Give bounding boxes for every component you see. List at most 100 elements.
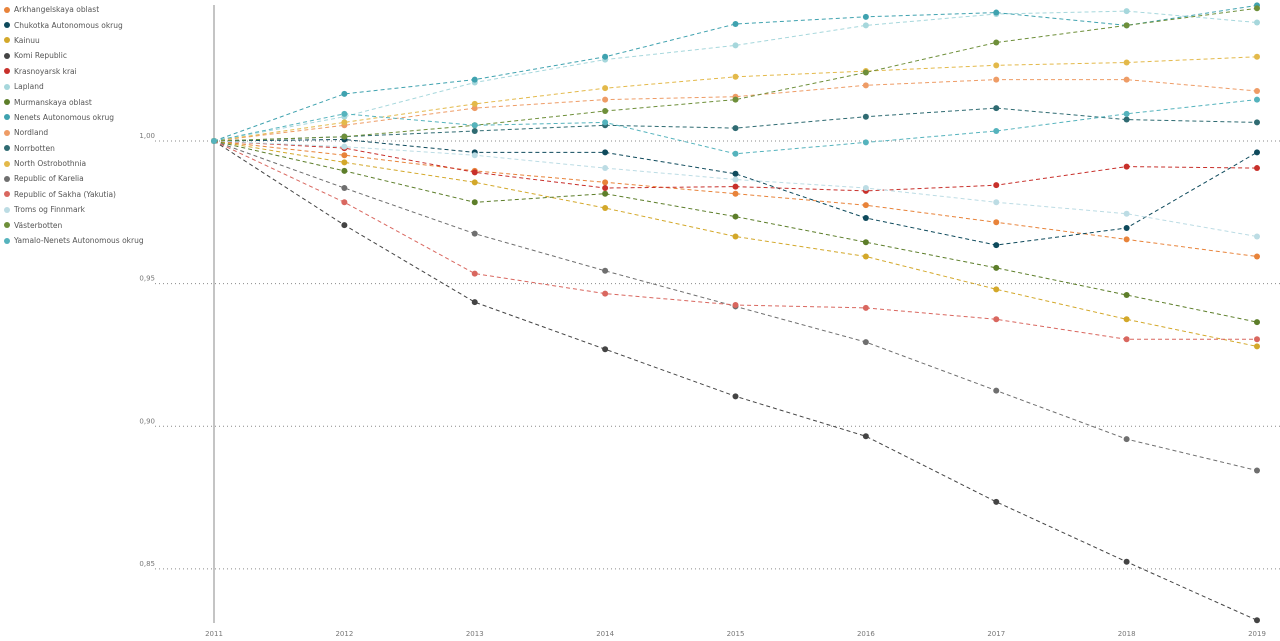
legend-item[interactable]: Nenets Autonomous okrug — [4, 110, 144, 125]
data-point[interactable] — [993, 105, 1000, 112]
data-point[interactable] — [862, 339, 869, 346]
data-point[interactable] — [993, 182, 1000, 189]
data-point[interactable] — [471, 230, 478, 237]
data-point[interactable] — [862, 185, 869, 192]
data-point[interactable] — [862, 82, 869, 89]
data-point[interactable] — [1123, 76, 1130, 83]
data-point[interactable] — [993, 316, 1000, 323]
data-point[interactable] — [602, 96, 609, 103]
data-point[interactable] — [862, 304, 869, 311]
data-point[interactable] — [1123, 292, 1130, 299]
data-point[interactable] — [732, 125, 739, 132]
data-point[interactable] — [1254, 467, 1260, 474]
data-point[interactable] — [1123, 163, 1130, 170]
data-point[interactable] — [1123, 22, 1130, 29]
data-point[interactable] — [862, 433, 869, 440]
data-point[interactable] — [862, 253, 869, 260]
data-point[interactable] — [993, 498, 1000, 505]
data-point[interactable] — [1254, 165, 1260, 172]
data-point[interactable] — [1254, 336, 1260, 343]
data-point[interactable] — [471, 76, 478, 83]
data-point[interactable] — [341, 199, 348, 206]
data-point[interactable] — [341, 119, 348, 126]
data-point[interactable] — [602, 190, 609, 197]
data-point[interactable] — [993, 9, 1000, 16]
data-point[interactable] — [993, 39, 1000, 46]
data-point[interactable] — [211, 137, 217, 144]
data-point[interactable] — [732, 73, 739, 80]
data-point[interactable] — [1254, 253, 1260, 260]
legend-item[interactable]: Nordland — [4, 125, 144, 140]
data-point[interactable] — [341, 152, 348, 159]
data-point[interactable] — [1254, 343, 1260, 350]
legend-item[interactable]: Kainuu — [4, 33, 144, 48]
data-point[interactable] — [1123, 558, 1130, 565]
data-point[interactable] — [1123, 210, 1130, 217]
data-point[interactable] — [993, 242, 1000, 249]
data-point[interactable] — [602, 119, 609, 126]
legend-item[interactable]: Norrbotten — [4, 141, 144, 156]
data-point[interactable] — [1254, 88, 1260, 95]
data-point[interactable] — [732, 213, 739, 220]
data-point[interactable] — [862, 202, 869, 209]
legend-item[interactable]: Republic of Sakha (Yakutia) — [4, 187, 144, 202]
data-point[interactable] — [341, 143, 348, 150]
data-point[interactable] — [1123, 8, 1130, 15]
data-point[interactable] — [732, 183, 739, 190]
data-point[interactable] — [471, 152, 478, 159]
data-point[interactable] — [1254, 319, 1260, 326]
data-point[interactable] — [602, 85, 609, 92]
data-point[interactable] — [862, 239, 869, 246]
data-point[interactable] — [341, 167, 348, 174]
data-point[interactable] — [1123, 110, 1130, 117]
data-point[interactable] — [1123, 224, 1130, 231]
data-point[interactable] — [732, 302, 739, 309]
data-point[interactable] — [1254, 53, 1260, 60]
data-point[interactable] — [1254, 617, 1260, 624]
data-point[interactable] — [862, 13, 869, 20]
data-point[interactable] — [1123, 436, 1130, 443]
data-point[interactable] — [341, 110, 348, 117]
data-point[interactable] — [1123, 316, 1130, 323]
data-point[interactable] — [471, 299, 478, 306]
data-point[interactable] — [732, 170, 739, 177]
data-point[interactable] — [993, 62, 1000, 69]
data-point[interactable] — [732, 176, 739, 183]
data-point[interactable] — [341, 133, 348, 140]
data-point[interactable] — [471, 100, 478, 107]
data-point[interactable] — [602, 346, 609, 353]
legend-item[interactable]: Lapland — [4, 79, 144, 94]
data-point[interactable] — [471, 127, 478, 134]
data-point[interactable] — [1123, 236, 1130, 243]
data-point[interactable] — [471, 270, 478, 277]
data-point[interactable] — [993, 199, 1000, 206]
data-point[interactable] — [862, 113, 869, 120]
data-point[interactable] — [993, 127, 1000, 134]
data-point[interactable] — [602, 290, 609, 297]
data-point[interactable] — [1254, 19, 1260, 26]
data-point[interactable] — [471, 122, 478, 129]
data-point[interactable] — [993, 387, 1000, 394]
data-point[interactable] — [862, 22, 869, 29]
data-point[interactable] — [732, 20, 739, 27]
data-point[interactable] — [862, 139, 869, 146]
data-point[interactable] — [602, 53, 609, 60]
data-point[interactable] — [732, 190, 739, 197]
data-point[interactable] — [341, 159, 348, 166]
data-point[interactable] — [1254, 96, 1260, 103]
data-point[interactable] — [1123, 336, 1130, 343]
data-point[interactable] — [993, 219, 1000, 226]
legend-item[interactable]: Krasnoyarsk krai — [4, 64, 144, 79]
legend-item[interactable]: Västerbotten — [4, 217, 144, 232]
data-point[interactable] — [602, 107, 609, 114]
data-point[interactable] — [732, 96, 739, 103]
data-point[interactable] — [862, 214, 869, 221]
legend-item[interactable]: Chukotka Autonomous okrug — [4, 17, 144, 32]
data-point[interactable] — [732, 393, 739, 400]
legend-item[interactable]: Republic of Karelia — [4, 171, 144, 186]
data-point[interactable] — [993, 286, 1000, 293]
data-point[interactable] — [602, 205, 609, 212]
data-point[interactable] — [732, 150, 739, 157]
data-point[interactable] — [602, 149, 609, 156]
data-point[interactable] — [341, 222, 348, 229]
